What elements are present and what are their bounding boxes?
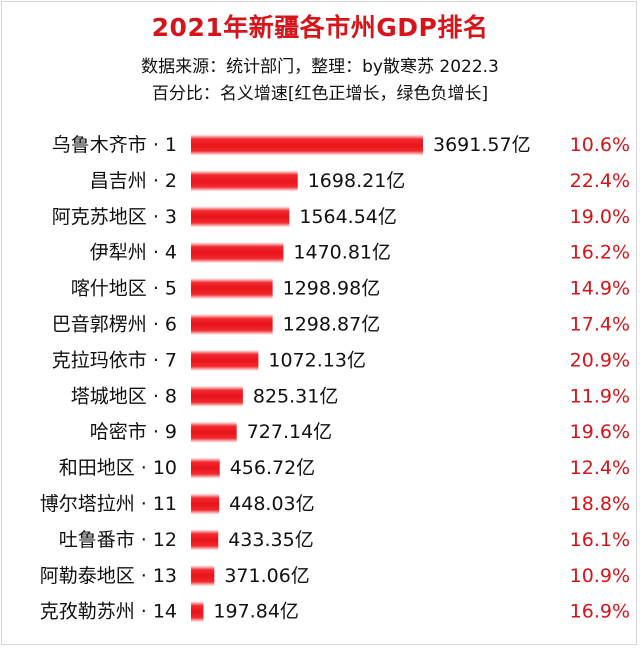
value-label: 448.03亿: [229, 493, 314, 515]
value-label: 727.14亿: [247, 421, 332, 443]
value-label: 1298.87亿: [283, 314, 381, 336]
category-label: 博尔塔拉州 · 11: [40, 493, 177, 515]
bar: [191, 601, 204, 623]
value-label: 3691.57亿: [433, 134, 531, 156]
value-label: 1698.21亿: [308, 170, 406, 192]
bar: [191, 278, 273, 300]
growth-label: 20.9%: [570, 349, 630, 371]
category-label: 哈密市 · 9: [90, 421, 177, 443]
growth-label: 18.8%: [570, 493, 630, 515]
category-label: 和田地区 · 10: [59, 457, 177, 479]
growth-label: 16.2%: [570, 242, 630, 264]
growth-label: 19.6%: [570, 421, 630, 443]
value-label: 197.84亿: [213, 601, 298, 623]
bar: [191, 314, 273, 335]
bar: [191, 493, 220, 515]
chart-title: 2021年新疆各市州GDP排名: [151, 13, 489, 42]
value-label: 825.31亿: [253, 385, 338, 407]
value-label: 433.35亿: [228, 529, 313, 551]
value-label: 1298.98亿: [283, 278, 381, 300]
bar: [191, 565, 215, 587]
growth-label: 16.1%: [570, 529, 630, 551]
bar: [191, 529, 219, 551]
bar: [191, 134, 423, 156]
bar: [191, 206, 290, 228]
category-label: 喀什地区 · 5: [71, 278, 177, 300]
category-label: 昌吉州 · 2: [90, 170, 177, 192]
category-label: 克孜勒苏州 · 14: [40, 601, 177, 623]
growth-label: 16.9%: [570, 601, 630, 623]
bar: [191, 349, 259, 371]
growth-label: 10.9%: [570, 565, 630, 587]
category-label: 塔城地区 · 8: [71, 385, 177, 407]
category-label: 吐鲁番市 · 12: [59, 529, 177, 551]
growth-label: 11.9%: [570, 385, 630, 407]
growth-label: 17.4%: [570, 314, 630, 336]
bar: [191, 457, 220, 479]
category-label: 阿勒泰地区 · 13: [40, 565, 177, 587]
category-label: 伊犁州 · 4: [90, 242, 177, 264]
category-label: 克拉玛依市 · 7: [52, 349, 177, 371]
value-label: 1470.81亿: [293, 242, 391, 264]
bar: [191, 242, 284, 264]
growth-label: 10.6%: [570, 134, 630, 156]
category-label: 阿克苏地区 · 3: [52, 206, 177, 228]
growth-label: 14.9%: [570, 278, 630, 300]
growth-label: 19.0%: [570, 206, 630, 228]
chart-subtitle-legend: 百分比：名义增速[红色正增长，绿色负增长]: [151, 84, 489, 104]
growth-label: 22.4%: [570, 170, 630, 192]
chart-subtitle-source: 数据来源：统计部门，整理：by散寒苏 2022.3: [141, 57, 499, 77]
value-label: 1564.54亿: [299, 206, 397, 228]
value-label: 371.06亿: [224, 565, 309, 587]
category-label: 巴音郭楞州 · 6: [52, 314, 177, 336]
bar: [191, 385, 243, 407]
value-label: 456.72亿: [230, 457, 315, 479]
bar: [191, 170, 298, 192]
bar: [191, 421, 237, 443]
growth-label: 12.4%: [570, 457, 630, 479]
category-label: 乌鲁木齐市 · 1: [52, 134, 177, 156]
value-label: 1072.13亿: [268, 349, 366, 371]
